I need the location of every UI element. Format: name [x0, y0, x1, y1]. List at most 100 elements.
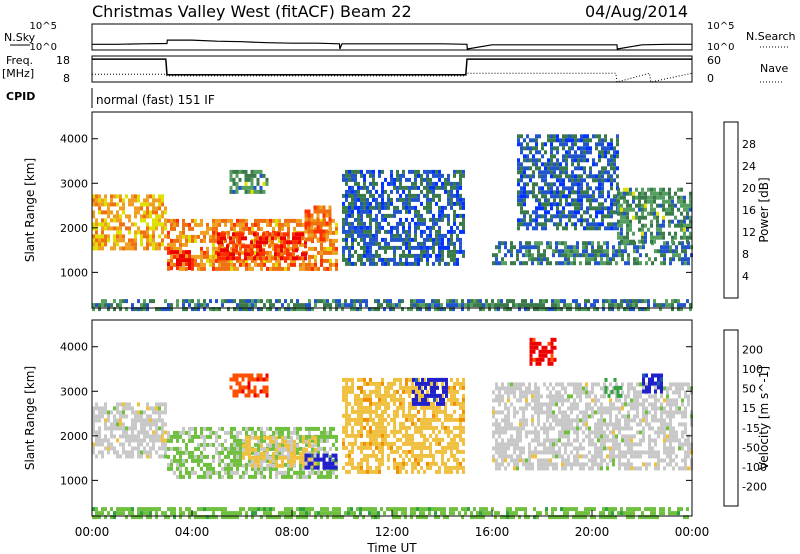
power-cell	[598, 190, 601, 195]
power-cell	[179, 230, 182, 235]
power-cell	[550, 202, 553, 207]
power-cell	[342, 217, 345, 222]
velocity-cell	[230, 458, 233, 463]
velocity-cell	[122, 402, 125, 407]
velocity-cell	[540, 458, 543, 463]
power-cell	[335, 266, 338, 271]
power-cell	[689, 191, 692, 196]
power-cell	[669, 245, 672, 250]
power-cell	[537, 249, 540, 254]
velocity-cell	[445, 389, 448, 394]
power-cell	[609, 261, 612, 266]
power-cell	[429, 181, 432, 186]
power-cell	[422, 303, 425, 308]
power-cell	[544, 190, 547, 195]
power-cell	[155, 222, 158, 227]
power-cell	[179, 246, 182, 251]
power-cell	[414, 253, 417, 258]
velocity-cell	[519, 382, 522, 387]
velocity-cell	[543, 446, 546, 451]
station-title: Christmas Valley West (fitACF)	[92, 2, 335, 21]
velocity-cell	[275, 450, 278, 455]
velocity-cell	[140, 454, 143, 459]
power-cell	[547, 138, 550, 143]
power-cell	[254, 218, 257, 223]
velocity-cell	[546, 434, 549, 439]
velocity-cell	[242, 463, 245, 468]
velocity-cell	[233, 458, 236, 463]
power-cell	[607, 222, 610, 227]
power-cell	[286, 248, 289, 253]
power-cell	[523, 194, 526, 199]
power-cell	[194, 254, 197, 259]
power-cell	[450, 197, 453, 202]
velocity-cell	[320, 438, 323, 443]
power-cell	[251, 222, 254, 227]
velocity-cell	[445, 377, 448, 382]
velocity-cell	[317, 434, 320, 439]
velocity-cell	[143, 410, 146, 415]
velocity-cell	[378, 441, 381, 446]
power-cell	[462, 173, 465, 178]
power-cell	[589, 222, 592, 227]
power-cell	[632, 199, 635, 204]
power-cell	[510, 253, 513, 258]
power-cell	[167, 218, 170, 223]
velocity-cell	[538, 353, 542, 358]
power-cell	[319, 205, 323, 210]
velocity-cell	[510, 438, 513, 443]
velocity-cell	[146, 414, 149, 419]
velocity-cell	[396, 413, 399, 418]
power-cell	[506, 303, 509, 308]
power-cell	[544, 178, 547, 183]
power-cell	[636, 261, 639, 266]
velocity-cell	[447, 445, 450, 450]
power-cell	[200, 254, 203, 259]
velocity-cell	[369, 445, 372, 450]
power-cell	[206, 250, 209, 255]
power-cell	[662, 215, 665, 220]
power-cell	[250, 256, 253, 261]
power-cell	[149, 226, 152, 231]
velocity-cell	[501, 438, 504, 443]
power-cell	[304, 252, 307, 257]
velocity-cell	[290, 466, 293, 471]
power-cell	[444, 185, 447, 190]
power-cell	[326, 303, 329, 308]
power-cell	[666, 245, 669, 250]
power-cell	[553, 194, 556, 199]
velocity-cell	[260, 474, 263, 479]
power-cell	[229, 256, 232, 261]
velocity-cell	[378, 457, 381, 462]
velocity-cell	[345, 381, 348, 386]
power-cell	[357, 241, 360, 246]
velocity-cell	[299, 466, 302, 471]
power-cell	[650, 219, 653, 224]
power-cell	[140, 230, 143, 235]
power-cell	[146, 246, 149, 251]
power-cell	[360, 169, 363, 174]
power-cell	[304, 244, 307, 249]
power-cell	[532, 182, 535, 187]
power-cell	[656, 231, 659, 236]
velocity-cell	[402, 425, 405, 430]
velocity-cell	[302, 455, 305, 460]
velocity-cell	[417, 409, 420, 414]
power-cell	[553, 174, 556, 179]
power-cell	[176, 258, 179, 263]
power-cell	[134, 194, 137, 199]
power-cell	[357, 253, 360, 258]
velocity-cell	[507, 442, 510, 447]
velocity-cell	[260, 426, 263, 431]
velocity-cell	[329, 470, 332, 475]
power-cell	[143, 230, 146, 235]
power-cell	[411, 205, 414, 210]
velocity-cell	[218, 442, 221, 447]
velocity-cell	[137, 414, 140, 419]
power-cell	[220, 240, 223, 245]
power-cell	[250, 244, 253, 249]
power-cell	[164, 246, 167, 251]
power-cell	[444, 261, 447, 266]
velocity-cell	[218, 458, 221, 463]
power-cell	[419, 299, 422, 304]
